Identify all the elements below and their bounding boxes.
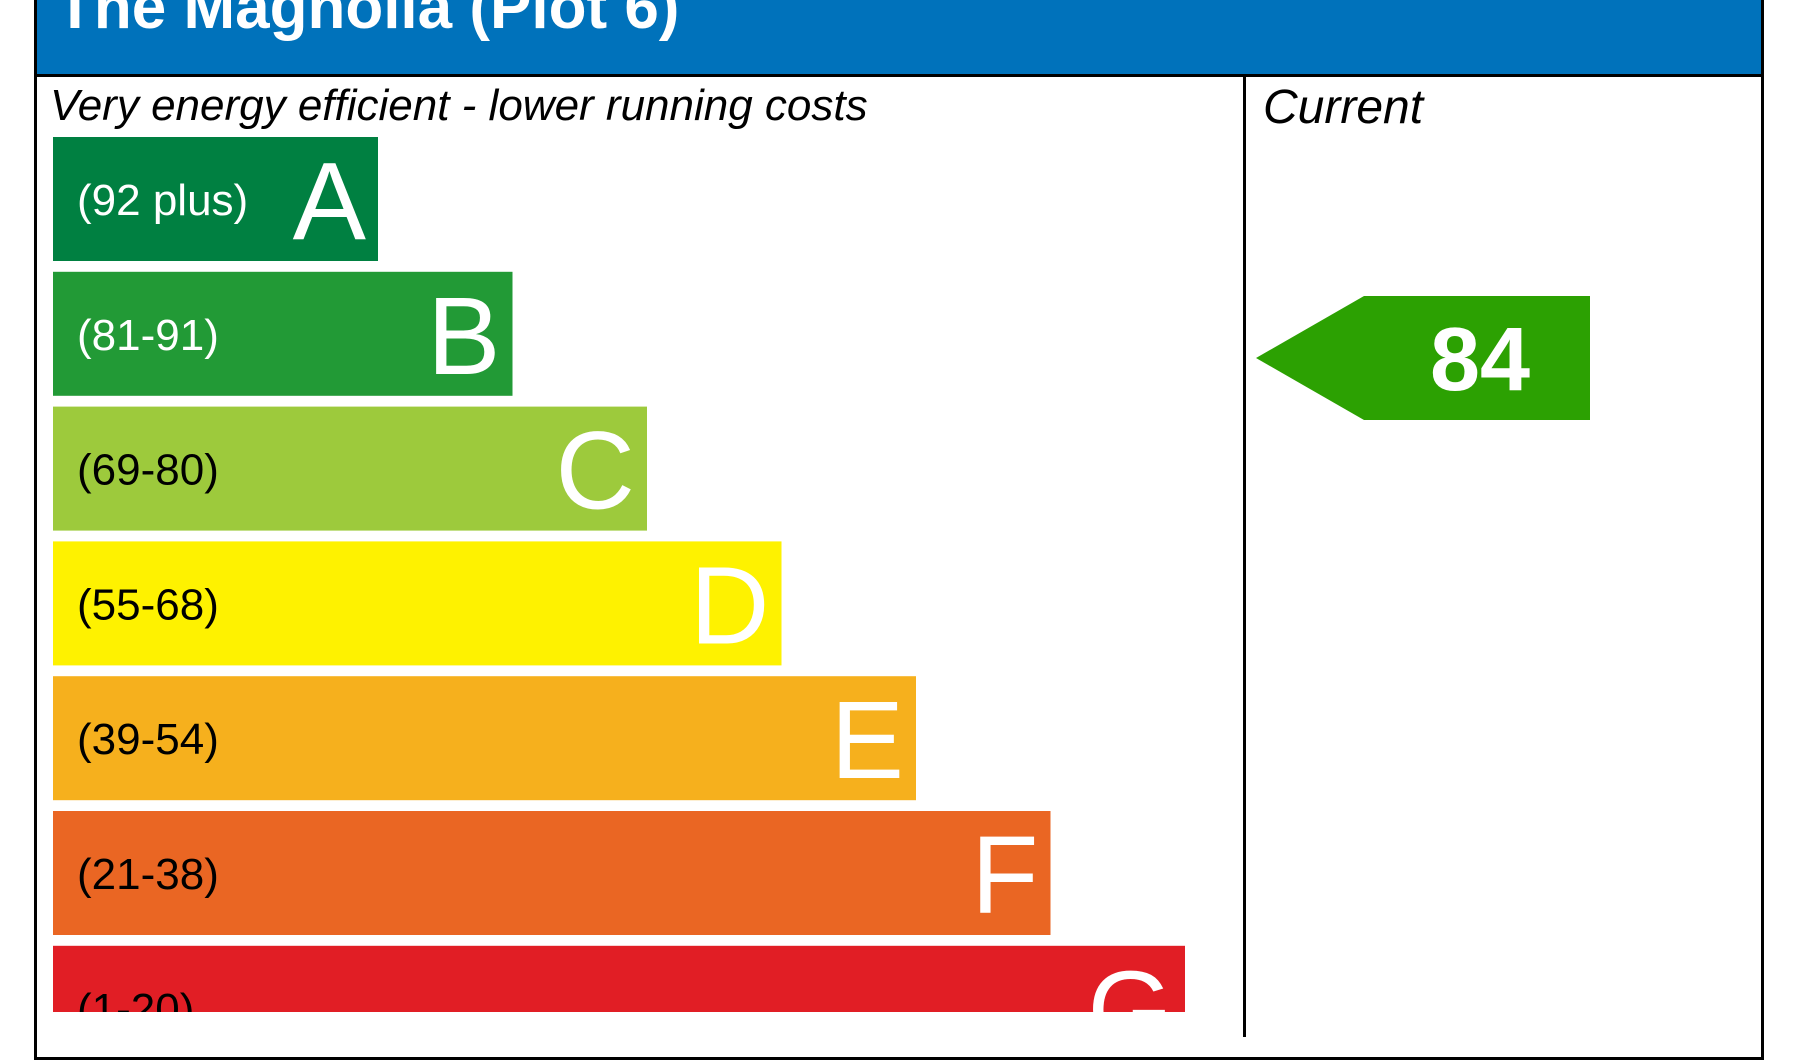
band-bar-e [53, 676, 916, 801]
band-range-label: (92 plus) [77, 176, 248, 225]
chart-title: The Magnolia (Plot 6) [56, 0, 680, 42]
band-c: (69-80) C [53, 406, 647, 533]
column-divider [1243, 77, 1246, 1037]
band-range-label: (1-20) [77, 985, 194, 1012]
band-range-label: (81-91) [77, 311, 219, 360]
band-letter: B [427, 275, 500, 398]
current-rating-arrow-shape [1256, 296, 1590, 420]
efficiency-subtitle: Very energy efficient - lower running co… [50, 81, 868, 130]
current-column-label: Current [1263, 81, 1424, 134]
band-letter: F [971, 814, 1038, 937]
band-bar-d [53, 541, 782, 666]
band-letter: A [293, 140, 367, 263]
band-range-label: (39-54) [77, 715, 219, 764]
current-rating-arrow: 84 [1256, 296, 1590, 420]
band-e: (39-54) E [53, 676, 916, 802]
current-rating-value: 84 [1430, 310, 1530, 410]
band-bar-b [53, 271, 513, 396]
band-b: (81-91) B [53, 271, 513, 398]
band-letter: C [556, 410, 635, 533]
band-f: (21-38) F [53, 811, 1051, 937]
band-bar-c [53, 406, 647, 531]
title-bar [37, 0, 1761, 77]
band-letter: G [1087, 949, 1173, 1012]
band-bar-g [53, 945, 1185, 1012]
band-bar-f [53, 811, 1051, 935]
band-letter: D [690, 544, 769, 667]
band-d: (55-68) D [53, 541, 782, 667]
rating-bands: (92 plus) A(81-91) B(69-80) C(55-68) D(39-54… [53, 137, 1185, 1012]
band-bar-a [53, 137, 378, 261]
band-range-label: (55-68) [77, 580, 219, 629]
band-range-label: (69-80) [77, 446, 219, 495]
band-a: (92 plus) A [53, 137, 378, 263]
band-g: (1-20) G [53, 945, 1185, 1012]
band-letter: E [831, 679, 904, 802]
band-range-label: (21-38) [77, 850, 219, 899]
